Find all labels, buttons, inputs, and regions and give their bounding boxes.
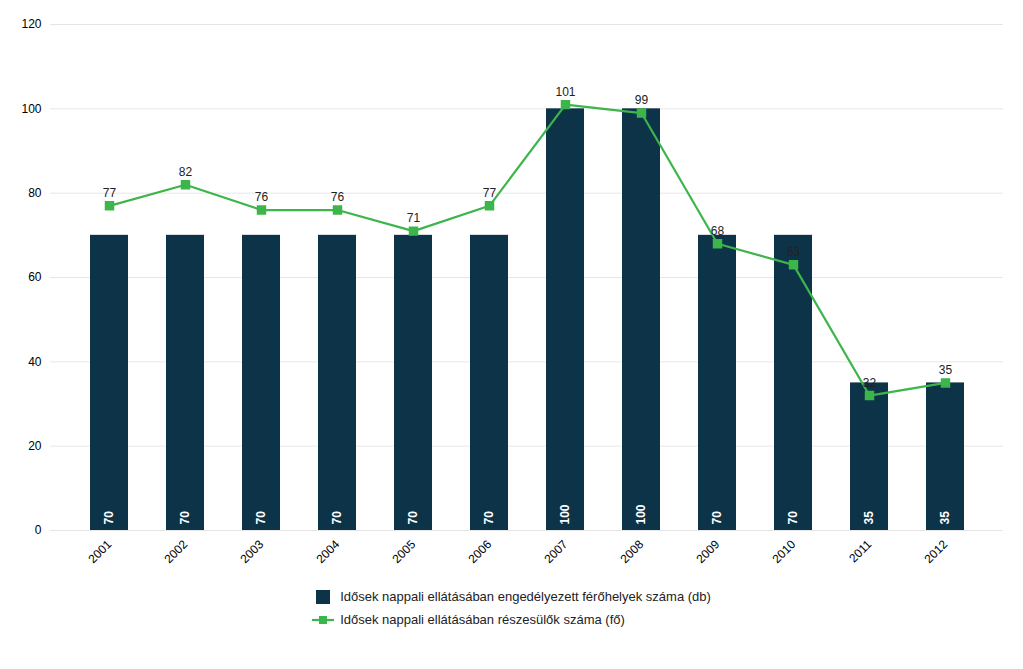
svg-text:120: 120 (21, 17, 41, 31)
svg-text:76: 76 (331, 190, 345, 204)
html-text:Idősek nappali ellátásában eng: Idősek nappali ellátásában engedélyezett… (340, 589, 711, 604)
svg-text:71: 71 (407, 211, 421, 225)
svg-text:2011: 2011 (846, 537, 874, 565)
svg-text:100: 100 (634, 504, 648, 524)
svg-text:82: 82 (179, 165, 193, 179)
html-text:Idősek nappali ellátásában rés: Idősek nappali ellátásában részesülők sz… (340, 612, 625, 627)
svg-text:0: 0 (35, 523, 42, 537)
svg-text:80: 80 (28, 186, 42, 200)
svg-text:77: 77 (483, 186, 497, 200)
svg-text:70: 70 (102, 511, 116, 525)
svg-text:70: 70 (254, 511, 268, 525)
svg-text:2002: 2002 (162, 537, 191, 566)
svg-text:2010: 2010 (770, 537, 799, 566)
svg-text:99: 99 (635, 93, 649, 107)
svg-text:100: 100 (21, 102, 41, 116)
svg-text:70: 70 (482, 511, 496, 525)
svg-text:68: 68 (711, 224, 725, 238)
svg-text:32: 32 (863, 376, 877, 390)
svg-text:70: 70 (178, 511, 192, 525)
svg-text:35: 35 (862, 511, 876, 525)
svg-text:35: 35 (939, 363, 953, 377)
svg-text:2003: 2003 (238, 537, 267, 566)
svg-text:70: 70 (330, 511, 344, 525)
svg-text:2006: 2006 (466, 537, 495, 566)
svg-text:77: 77 (103, 186, 117, 200)
svg-text:2012: 2012 (922, 537, 951, 566)
svg-text:70: 70 (786, 511, 800, 525)
svg-text:2007: 2007 (542, 537, 571, 566)
svg-text:100: 100 (558, 504, 572, 524)
svg-text:20: 20 (28, 439, 42, 453)
svg-text:2005: 2005 (390, 537, 419, 566)
svg-text:76: 76 (255, 190, 269, 204)
svg-text:70: 70 (406, 511, 420, 525)
svg-text:2001: 2001 (86, 537, 115, 566)
svg-text:2008: 2008 (618, 537, 647, 566)
svg-text:40: 40 (28, 355, 42, 369)
svg-text:63: 63 (787, 245, 801, 259)
svg-text:101: 101 (555, 85, 575, 99)
svg-text:35: 35 (938, 511, 952, 525)
svg-text:2009: 2009 (694, 537, 723, 566)
svg-text:70: 70 (710, 511, 724, 525)
svg-text:60: 60 (28, 270, 42, 284)
svg-text:2004: 2004 (314, 537, 343, 566)
